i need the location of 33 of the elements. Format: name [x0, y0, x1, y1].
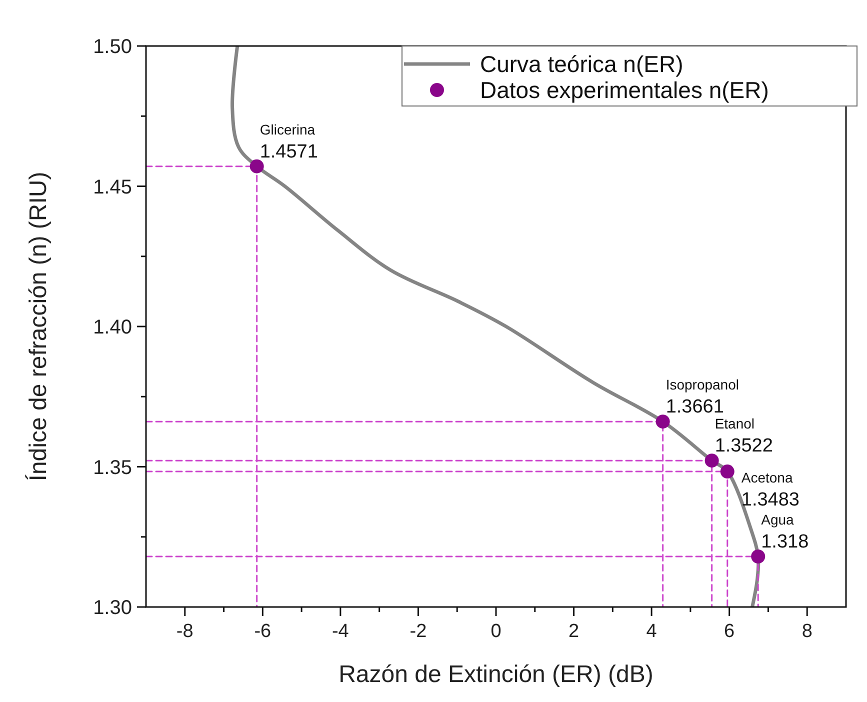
point [751, 550, 766, 564]
annotation: Agua [761, 512, 794, 528]
x-tick-label: -8 [176, 621, 194, 642]
annotation: Glicerina [260, 121, 316, 138]
y-tick-label: 1.35 [93, 456, 132, 479]
annotation: Isopropanol [666, 376, 740, 393]
x-tick-label: -4 [332, 621, 350, 642]
x-tick-label: 4 [646, 621, 658, 642]
x-tick-label: 8 [802, 621, 812, 642]
x-tick-label: 6 [724, 621, 735, 642]
point [704, 454, 719, 468]
point [720, 464, 734, 479]
point [656, 414, 670, 429]
data-label: 1.4571 [260, 141, 318, 162]
point [250, 159, 264, 174]
x-tick-label: -6 [254, 621, 272, 642]
x-tick-label: 2 [568, 621, 580, 642]
x-axis-title: Razón de Extinción (ER) (dB) [338, 661, 654, 688]
x-tick-label: -2 [410, 621, 427, 642]
data-label: 1.3661 [666, 396, 724, 418]
data-label: 1.318 [761, 532, 809, 553]
y-tick-label: 1.40 [93, 316, 132, 338]
data-label: 1.3483 [741, 490, 800, 511]
annotation: Etanol [714, 416, 755, 432]
y-tick-label: 1.30 [93, 597, 132, 619]
x-tick-label: 0 [490, 621, 502, 642]
legend-label: Curva teórica n(ER) [480, 51, 684, 77]
y-axis-title: Índice de refracción (n) (RIU) [25, 172, 52, 482]
annotation: Acetona [741, 470, 793, 486]
y-tick-label: 1.50 [93, 36, 132, 58]
data-label: 1.3522 [714, 436, 773, 457]
legend-label: Datos experimentales n(ER) [480, 77, 769, 103]
y-tick-label: 1.45 [93, 176, 132, 198]
